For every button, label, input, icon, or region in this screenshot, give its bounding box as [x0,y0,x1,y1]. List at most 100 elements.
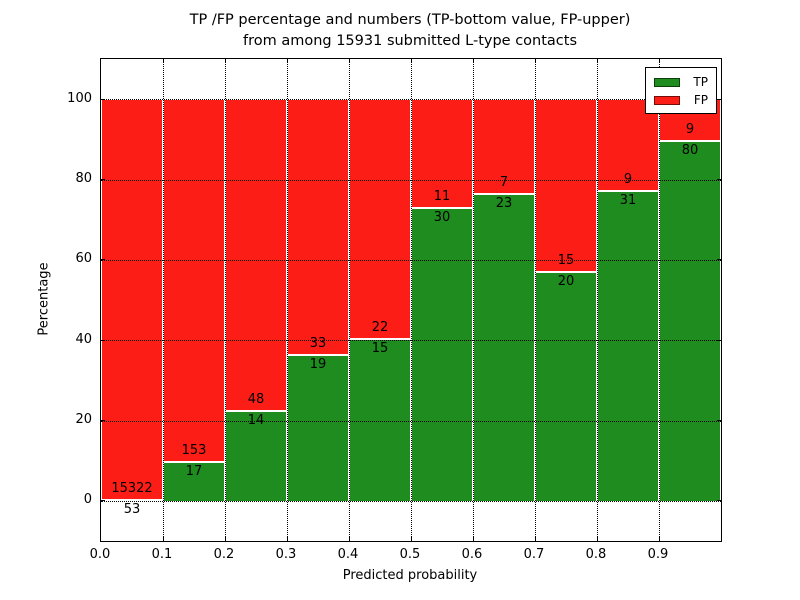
x-tick-mark-top [286,59,288,63]
bar-segment-fp [535,99,597,272]
fp-count-label: 11 [433,188,451,204]
y-axis-title: Percentage [36,262,52,336]
y-tick-mark-left [101,500,105,502]
bar-segment-fp [225,99,287,411]
bar-segment-fp [287,99,349,355]
fp-count-label: 9 [623,171,633,187]
y-tick-mark-right [717,179,721,180]
bar-segment-fp [349,99,411,338]
bar-segment-tp [659,139,721,501]
gridline-vertical [473,59,474,541]
x-tick-mark-bottom [162,537,164,541]
y-tick-mark-left [101,420,105,421]
x-tick-mark-bottom [348,537,350,541]
fp-count-label: 7 [499,174,509,190]
gridline-vertical [349,59,350,541]
legend-entry-fp: FP [654,93,708,107]
y-tick-label: 0 [83,492,92,508]
fp-count-label: 15 [557,253,575,269]
x-tick-mark-bottom [596,537,598,541]
x-tick-label: 0.4 [337,547,359,562]
legend-label-tp: TP [693,75,708,89]
y-tick-label: 60 [75,251,92,267]
tp-color-swatch [654,77,680,87]
plot-area: 15322 53 153 17 48 14 33 19 22 15 11 30 7 23 15 20 9 31 9 8… [100,58,722,542]
x-tick-mark-top [534,59,536,63]
x-tick-label: 0.1 [151,547,173,562]
x-tick-mark-top [410,59,412,63]
y-tick-mark-left [101,339,105,341]
bar-segment-fp [163,99,225,461]
y-tick-mark-right [717,500,721,502]
y-tick-mark-right [717,339,721,341]
bar-segment-tp [473,192,535,501]
x-tick-mark-top [348,59,350,63]
bar-segment-tp [349,337,411,501]
tp-count-label: 14 [247,413,265,429]
x-tick-mark-bottom [224,537,226,541]
x-tick-label: 0.8 [585,547,607,562]
gridline-vertical [597,59,598,541]
gridline-vertical [411,59,412,541]
x-tick-mark-top [658,59,660,63]
y-tick-mark-right [717,420,721,421]
tp-count-label: 31 [619,192,637,208]
x-tick-mark-top [162,59,164,63]
y-tick-mark-right [717,259,721,261]
x-tick-mark-top [472,59,474,63]
x-tick-label: 0.9 [647,547,669,562]
y-tick-mark-left [101,179,105,180]
y-tick-label: 20 [75,412,92,427]
x-tick-label: 0.3 [275,547,297,562]
legend: TP FP [645,67,717,114]
bar-segment-tp [287,354,349,501]
tp-count-label: 20 [557,274,575,290]
x-tick-label: 0.7 [523,547,545,562]
x-tick-label: 0.5 [399,547,421,562]
x-tick-mark-top [596,59,598,63]
fp-count-label: 9 [685,121,695,137]
x-tick-label: 0.0 [89,547,111,562]
gridline-vertical [287,59,288,541]
x-tick-mark-bottom [410,537,412,541]
tp-count-label: 15 [371,340,389,356]
fp-count-label: 22 [371,319,389,335]
fp-count-label: 153 [181,442,207,458]
tp-count-label: 80 [681,142,699,158]
y-tick-mark-right [717,98,721,100]
gridline-vertical [535,59,536,541]
bar-segment-fp [101,99,163,500]
x-axis-title: Predicted probability [342,568,478,583]
tp-count-label: 30 [433,209,451,225]
x-tick-label: 0.6 [461,547,483,562]
bar-segment-tp [225,410,287,501]
y-tick-label: 100 [67,90,92,106]
x-tick-mark-bottom [534,537,536,541]
bar-segment-tp [101,498,163,501]
fp-color-swatch [654,95,680,105]
legend-label-fp: FP [693,93,708,107]
gridline-vertical [225,59,226,541]
tp-count-label: 17 [185,463,203,479]
y-tick-mark-left [101,259,105,261]
x-tick-mark-bottom [472,537,474,541]
tp-count-label: 23 [495,195,513,211]
gridline-vertical [659,59,660,541]
x-tick-mark-top [224,59,226,63]
bar-segment-tp [411,206,473,501]
fp-count-label: 15322 [111,481,153,497]
chart-title-line2: from among 15931 submitted L-type contac… [242,33,578,49]
fp-count-label: 48 [247,392,265,408]
bar-segment-tp [597,189,659,501]
y-tick-mark-left [101,98,105,100]
tp-count-label: 53 [123,502,141,518]
chart-title-line1: TP /FP percentage and numbers (TP-bottom… [189,12,631,28]
x-tick-mark-bottom [286,537,288,541]
x-tick-label: 0.2 [213,547,235,562]
y-tick-label: 40 [75,331,92,347]
x-tick-mark-bottom [658,537,660,541]
legend-entry-tp: TP [654,75,708,89]
bar-segment-tp [535,271,597,501]
chart-title: TP /FP percentage and numbers (TP-bottom… [100,10,720,52]
